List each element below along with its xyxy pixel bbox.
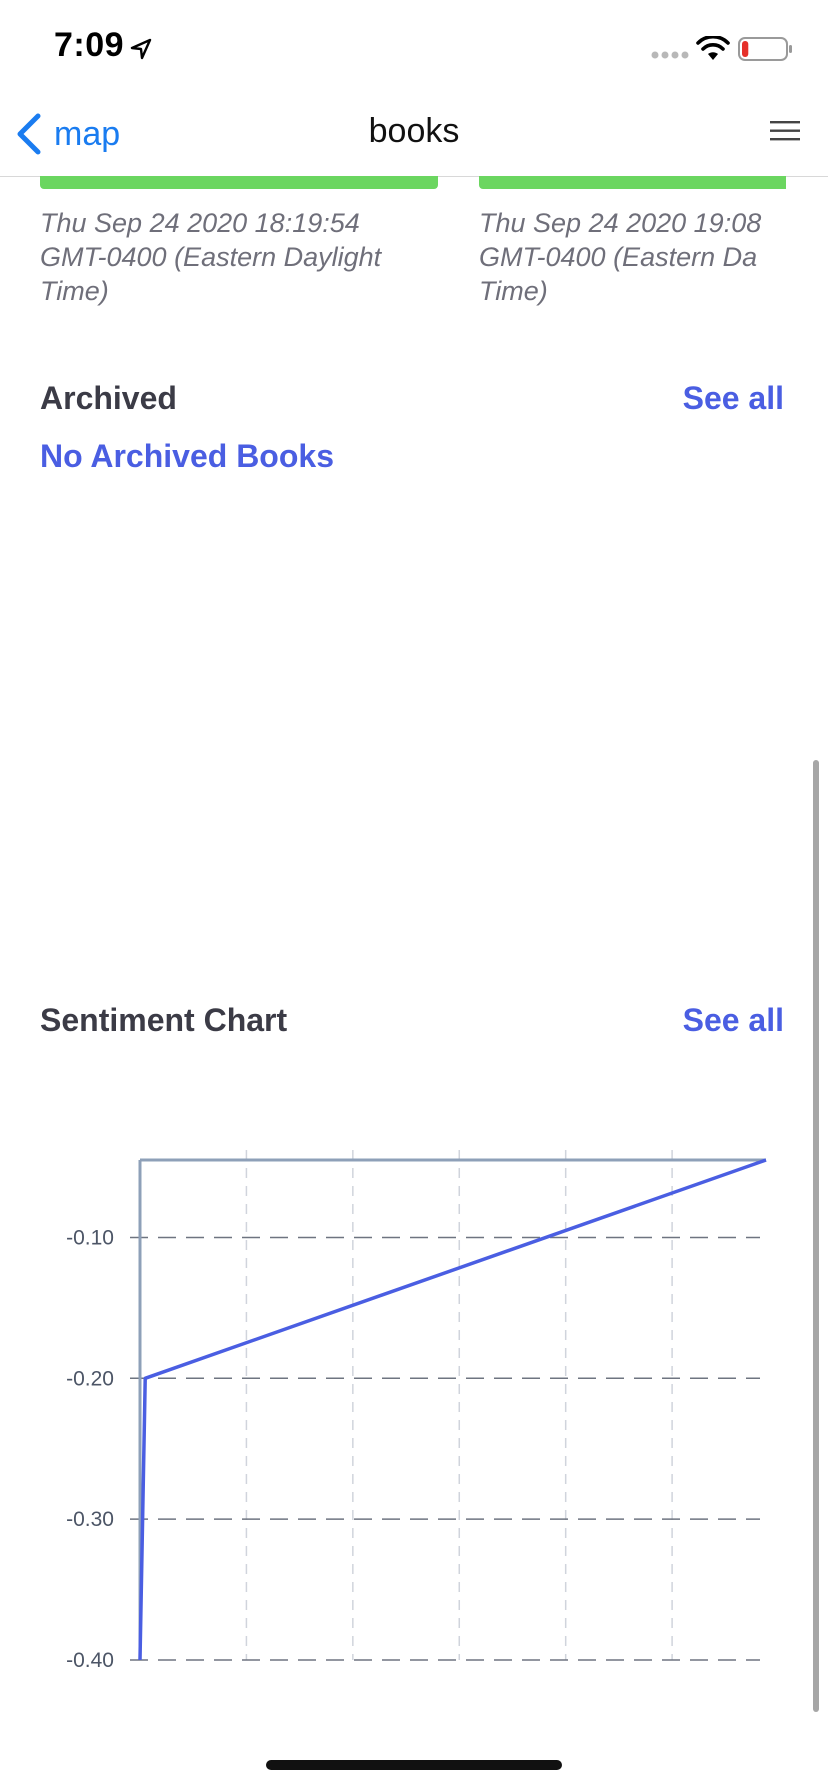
y-tick-label: -0.20 bbox=[66, 1367, 114, 1390]
archived-section-title: Archived bbox=[40, 380, 177, 416]
chevron-left-icon bbox=[17, 113, 41, 155]
status-bar: 7:09 bbox=[0, 0, 828, 92]
sentiment-see-all-link[interactable]: See all bbox=[682, 1002, 784, 1038]
series-line bbox=[138, 1158, 767, 1661]
hamburger-menu-icon[interactable] bbox=[770, 118, 800, 144]
y-tick-label: -0.30 bbox=[66, 1508, 114, 1531]
page-title: books bbox=[368, 112, 460, 150]
status-time: 7:09 bbox=[54, 26, 125, 64]
card-progress-bar bbox=[40, 176, 438, 189]
sentiment-line-chart: -0.10 -0.20 -0.30 -0.40 bbox=[66, 1150, 767, 1672]
vertical-scrollbar[interactable] bbox=[813, 760, 819, 1712]
cellular-signal-icon bbox=[651, 51, 689, 59]
card-progress-bar bbox=[479, 176, 786, 189]
battery-low-icon bbox=[738, 37, 792, 61]
y-tick-label: -0.10 bbox=[66, 1226, 114, 1249]
location-arrow-icon bbox=[130, 38, 152, 60]
navigation-bar: map books bbox=[0, 92, 828, 177]
back-button[interactable]: map bbox=[14, 110, 120, 158]
home-indicator[interactable] bbox=[266, 1760, 562, 1770]
back-label: map bbox=[54, 114, 121, 153]
archived-see-all-link[interactable]: See all bbox=[682, 380, 784, 416]
y-tick-label: -0.40 bbox=[66, 1649, 114, 1672]
book-card[interactable]: Thu Sep 24 2020 19:08 GMT-0400 (Eastern … bbox=[479, 176, 786, 316]
archived-empty-message: No Archived Books bbox=[40, 438, 334, 474]
card-date: Thu Sep 24 2020 19:08 GMT-0400 (Eastern … bbox=[479, 208, 762, 306]
card-date: Thu Sep 24 2020 18:19:54 GMT-0400 (Easte… bbox=[40, 208, 382, 306]
wifi-icon bbox=[696, 36, 730, 60]
sentiment-chart-title: Sentiment Chart bbox=[40, 1002, 288, 1038]
